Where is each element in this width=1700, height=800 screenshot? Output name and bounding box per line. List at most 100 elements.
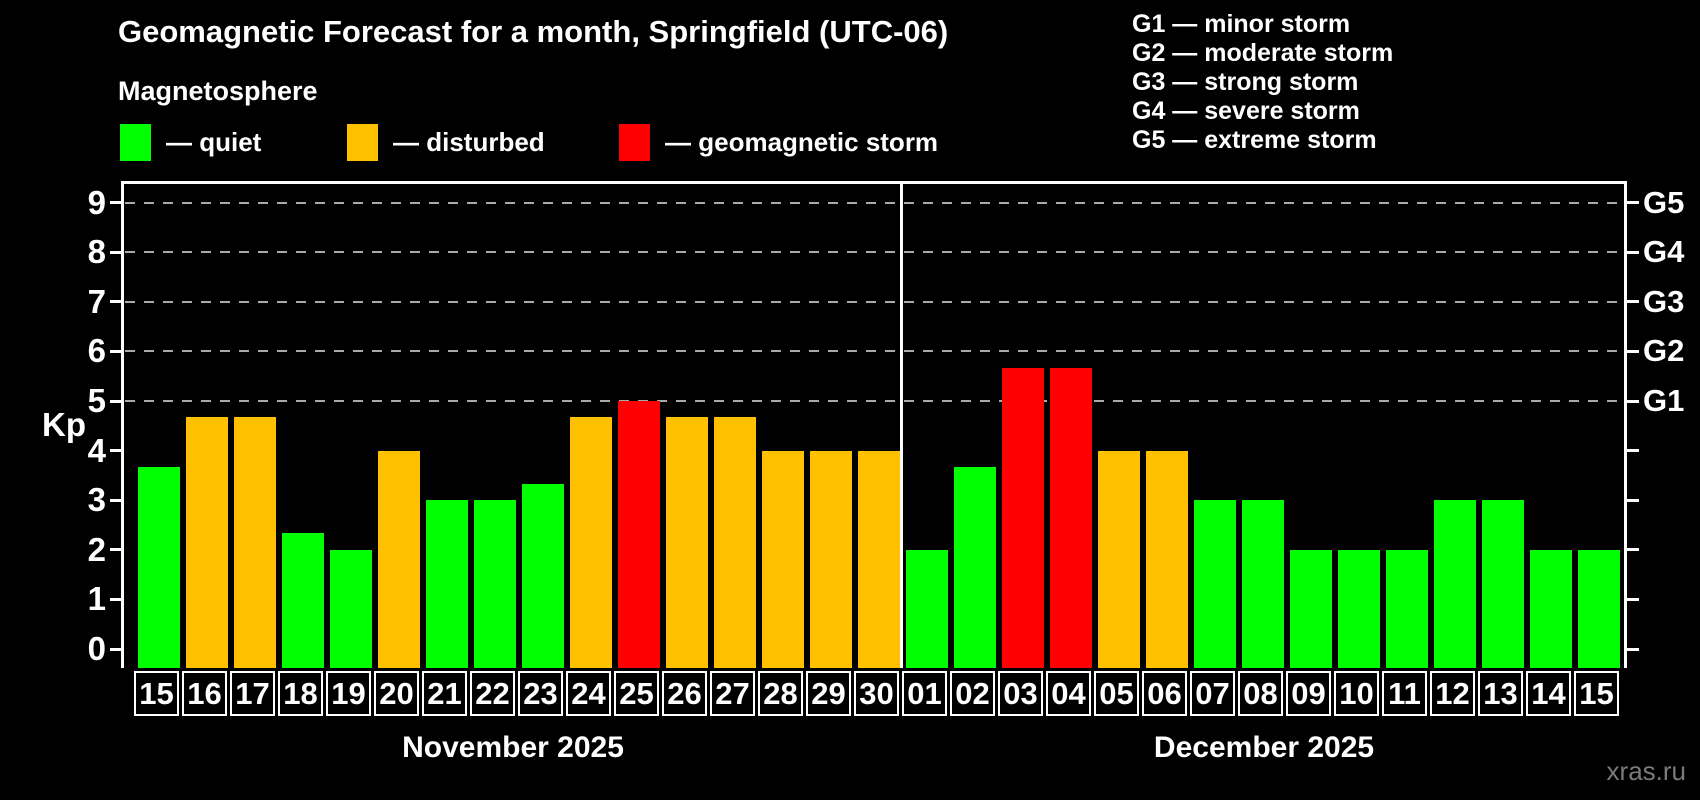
kp-tick-label-4: 4 — [87, 431, 106, 469]
kp-bar-november-24 — [570, 417, 612, 668]
kp-bar-december-13 — [1482, 500, 1524, 668]
kp-tick-right-6 — [1627, 349, 1639, 353]
day-label-december-14: 14 — [1526, 671, 1571, 716]
kp-bar-december-12 — [1434, 500, 1476, 668]
kp-bar-november-26 — [666, 417, 708, 668]
day-label-november-20: 20 — [374, 671, 419, 716]
gridline-kp9 — [125, 201, 1625, 204]
plot-border-left — [121, 181, 124, 668]
gridline-kp6 — [125, 350, 1625, 353]
day-label-november-16: 16 — [182, 671, 227, 716]
day-label-december-04: 04 — [1046, 671, 1091, 716]
day-label-november-29: 29 — [806, 671, 851, 716]
kp-bar-december-03 — [1002, 367, 1044, 668]
kp-tick-label-7: 7 — [87, 282, 106, 320]
g3-legend-line: G3 — strong storm — [1132, 68, 1359, 96]
kp-bar-november-22 — [474, 500, 516, 668]
status-legend: — quiet — disturbed — geomagnetic storm — [0, 122, 1100, 166]
month-label-december: December 2025 — [1153, 731, 1375, 764]
day-label-december-15: 15 — [1574, 671, 1619, 716]
day-label-december-12: 12 — [1430, 671, 1475, 716]
day-label-december-06: 06 — [1142, 671, 1187, 716]
day-label-december-03: 03 — [998, 671, 1043, 716]
kp-tick-label-6: 6 — [87, 332, 106, 370]
storm-scale-legend: G1 — minor storm G2 — moderate storm G3 … — [1132, 10, 1393, 155]
kp-tick-left-1 — [110, 597, 122, 601]
kp-tick-left-5 — [110, 399, 122, 403]
chart-title: Geomagnetic Forecast for a month, Spring… — [118, 14, 949, 49]
kp-tick-right-0 — [1627, 647, 1639, 651]
day-label-november-19: 19 — [326, 671, 371, 716]
legend-label-disturbed: — disturbed — [393, 127, 545, 157]
day-label-november-24: 24 — [566, 671, 611, 716]
kp-tick-left-2 — [110, 548, 122, 552]
kp-bar-december-01 — [906, 549, 948, 668]
plot-border-top — [121, 181, 1627, 184]
kp-bar-december-07 — [1194, 500, 1236, 668]
kp-bar-december-10 — [1338, 549, 1380, 668]
day-label-november-23: 23 — [518, 671, 563, 716]
day-label-december-01: 01 — [902, 671, 947, 716]
g1-legend-line: G1 — minor storm — [1132, 10, 1351, 38]
gridline-kp7 — [125, 300, 1625, 303]
kp-tick-label-3: 3 — [87, 481, 106, 519]
disturbed-swatch-icon — [347, 124, 378, 161]
kp-tick-left-7 — [110, 300, 122, 304]
g5-legend-line: G5 — extreme storm — [1132, 126, 1377, 154]
g-tick-label-g5: G5 — [1643, 184, 1685, 220]
kp-bar-november-18 — [282, 533, 324, 668]
kp-tick-label-1: 1 — [87, 580, 106, 618]
day-label-december-05: 05 — [1094, 671, 1139, 716]
kp-tick-left-3 — [110, 498, 122, 502]
day-label-november-25: 25 — [614, 671, 659, 716]
day-label-november-22: 22 — [470, 671, 515, 716]
kp-bar-december-04 — [1050, 367, 1092, 668]
kp-bar-november-15 — [138, 466, 180, 668]
kp-tick-left-8 — [110, 250, 122, 254]
legend-label-quiet: — quiet — [166, 127, 262, 157]
kp-bar-december-02 — [954, 466, 996, 668]
kp-bar-november-28 — [762, 450, 804, 668]
day-label-november-21: 21 — [422, 671, 467, 716]
day-label-november-17: 17 — [230, 671, 275, 716]
day-label-november-18: 18 — [278, 671, 323, 716]
month-divider-line — [900, 183, 903, 668]
kp-tick-label-2: 2 — [87, 530, 106, 568]
g-tick-label-g2: G2 — [1643, 333, 1685, 369]
kp-bar-november-16 — [186, 417, 228, 668]
day-label-november-30: 30 — [854, 671, 899, 716]
g-tick-label-g1: G1 — [1643, 383, 1685, 418]
kp-tick-label-0: 0 — [87, 630, 106, 667]
kp-bar-november-30 — [858, 450, 900, 668]
kp-bar-december-09 — [1290, 549, 1332, 668]
kp-bar-december-14 — [1530, 549, 1572, 668]
legend-label-storm: — geomagnetic storm — [665, 127, 939, 157]
quiet-swatch-icon — [120, 124, 151, 161]
kp-tick-left-4 — [110, 449, 122, 453]
day-label-november-27: 27 — [710, 671, 755, 716]
kp-bar-december-11 — [1386, 549, 1428, 668]
day-label-november-26: 26 — [662, 671, 707, 716]
kp-tick-label-5: 5 — [87, 382, 106, 419]
day-label-december-10: 10 — [1334, 671, 1379, 716]
gridline-kp5 — [125, 400, 1625, 402]
day-label-november-28: 28 — [758, 671, 803, 716]
g-tick-label-g3: G3 — [1643, 283, 1685, 319]
plot-border-right — [1624, 181, 1627, 668]
kp-tick-right-4 — [1627, 449, 1639, 453]
kp-tick-right-5 — [1627, 399, 1639, 403]
kp-tick-left-6 — [110, 349, 122, 353]
kp-bar-november-17 — [234, 417, 276, 668]
kp-tick-label-9: 9 — [87, 183, 106, 221]
day-label-december-02: 02 — [950, 671, 995, 716]
kp-bar-december-08 — [1242, 500, 1284, 668]
kp-bar-november-23 — [522, 483, 564, 668]
kp-tick-right-8 — [1627, 250, 1639, 254]
day-label-december-07: 07 — [1190, 671, 1235, 716]
kp-tick-left-0 — [110, 647, 122, 651]
kp-bar-december-15 — [1578, 549, 1620, 668]
kp-tick-label-8: 8 — [87, 233, 106, 271]
month-label-november: November 2025 — [402, 731, 624, 764]
